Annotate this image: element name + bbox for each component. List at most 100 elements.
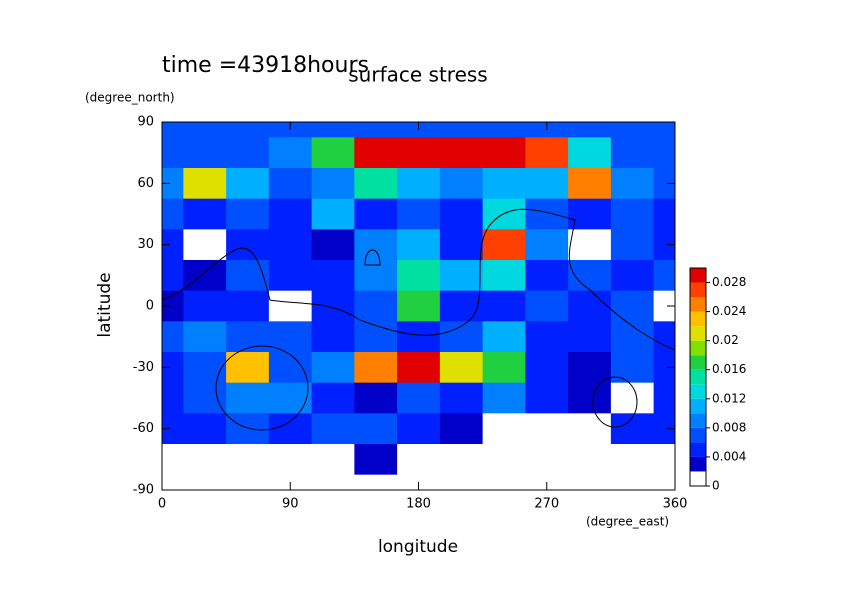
contour-cell (568, 444, 612, 476)
contour-cell (354, 413, 398, 445)
x-tick-label: 0 (158, 497, 166, 512)
contour-cell (525, 444, 569, 476)
colorbar-tick-label: 0.028 (712, 275, 746, 289)
contour-cell (653, 382, 675, 414)
contour-cell (226, 122, 270, 138)
contour-cell (354, 290, 398, 322)
contour-cell (439, 229, 484, 261)
contour-cell (482, 198, 526, 230)
contour-cell (226, 260, 270, 292)
contour-cell (482, 229, 526, 261)
contour-cell (610, 198, 655, 230)
contour-cell (311, 198, 355, 230)
contour-cell (162, 290, 184, 322)
contour-cell (439, 168, 484, 200)
y-tick-label: 60 (137, 176, 154, 191)
contour-cell (354, 474, 398, 490)
y-tick-label: -60 (133, 421, 154, 436)
contour-cell (525, 321, 569, 353)
contour-cell (525, 229, 569, 261)
contour-cell (183, 290, 227, 322)
y-unit: (degree_north) (85, 91, 175, 105)
coastline (592, 376, 638, 428)
colorbar-tick-label: 0.016 (712, 362, 746, 376)
y-tick-label: -90 (133, 483, 154, 498)
contour-cell (439, 382, 484, 414)
contour-cell (397, 321, 441, 353)
contour-cell (226, 352, 270, 384)
contour-cell (397, 137, 441, 169)
contour-cell (354, 122, 398, 138)
contour-cell (610, 229, 655, 261)
colorbar-segment (690, 442, 706, 457)
colorbar-segment (690, 427, 706, 443)
contour-cell (397, 168, 441, 200)
contour-cell (268, 137, 313, 169)
contour-cell (568, 198, 612, 230)
contour-cell (653, 260, 675, 292)
contour-cell (311, 290, 355, 322)
colorbar-segment (690, 355, 706, 370)
colorbar-segment (690, 413, 706, 428)
x-tick-label: 180 (406, 497, 431, 512)
contour-cell (525, 260, 569, 292)
contour-cell (653, 321, 675, 353)
contour-cell (183, 352, 227, 384)
contour-cell (439, 290, 484, 322)
contour-cell (397, 290, 441, 322)
contour-cell (162, 474, 184, 490)
contour-cell (653, 198, 675, 230)
contour-cell (183, 382, 227, 414)
colorbar-segment (690, 311, 706, 327)
colorbar-frame (689, 267, 707, 487)
contour-cell (183, 321, 227, 353)
colorbar-segment (690, 340, 706, 356)
contour-cell (268, 168, 313, 200)
contour-cell (311, 382, 355, 414)
contour-cell (610, 168, 655, 200)
contour-cell (568, 122, 612, 138)
y-tick-label: 30 (137, 237, 154, 252)
coastline (162, 208, 675, 351)
contour-cell (268, 413, 313, 445)
colorbar-segment (690, 456, 706, 472)
contour-cell (525, 290, 569, 322)
contour-cell (568, 382, 612, 414)
x-tick-label: 270 (534, 497, 559, 512)
colorbar-tick-label: 0.008 (712, 420, 746, 434)
contour-cell (439, 413, 484, 445)
contour-cell (397, 198, 441, 230)
contour-cell (162, 122, 184, 138)
contour-cell (311, 321, 355, 353)
contour-cell (610, 444, 655, 476)
colorbar-tick-label: 0.024 (712, 304, 746, 318)
contour-cell (653, 137, 675, 169)
contour-cell (268, 229, 313, 261)
contour-cell (610, 290, 655, 322)
contour-cell (568, 321, 612, 353)
contour-cell (183, 168, 227, 200)
contour-cell (482, 474, 526, 490)
contour-cell (397, 444, 441, 476)
contour-cell (610, 382, 655, 414)
contour-cell (162, 413, 184, 445)
contour-cell (439, 137, 484, 169)
coastlines (162, 208, 675, 431)
contour-cell (653, 474, 675, 490)
contour-cell (183, 260, 227, 292)
contour-cell (653, 229, 675, 261)
contour-cell (162, 444, 184, 476)
contour-cell (653, 122, 675, 138)
coastline (364, 249, 381, 266)
contour-cell (482, 413, 526, 445)
colorbar-tick-label: 0 (712, 479, 720, 493)
colorbar-segment (690, 326, 706, 341)
x-tick-label: 90 (282, 497, 299, 512)
colorbar-tick-label: 0.012 (712, 391, 746, 405)
contour-field (162, 122, 675, 490)
contour-cell (397, 229, 441, 261)
contour-cell (268, 352, 313, 384)
contour-cell (354, 321, 398, 353)
contour-cell (162, 352, 184, 384)
contour-cell (268, 444, 313, 476)
